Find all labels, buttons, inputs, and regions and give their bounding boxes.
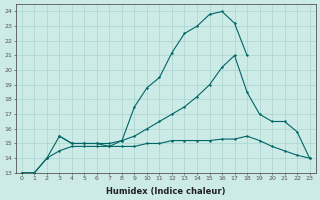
X-axis label: Humidex (Indice chaleur): Humidex (Indice chaleur): [106, 187, 226, 196]
